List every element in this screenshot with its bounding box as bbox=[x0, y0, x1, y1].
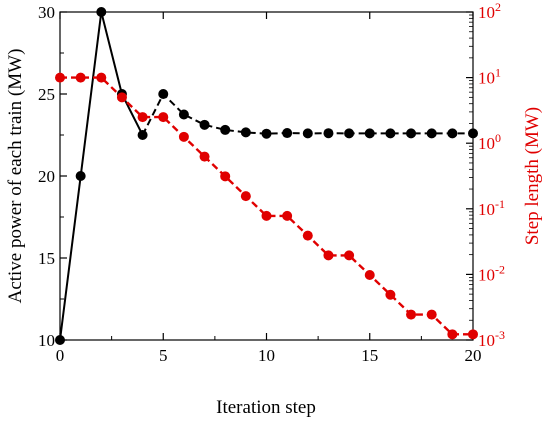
x-tick-label: 0 bbox=[56, 346, 65, 365]
step-length-point bbox=[406, 309, 417, 320]
active-power-point bbox=[302, 128, 313, 139]
y-right-tick-label: 10-1 bbox=[478, 197, 505, 219]
active-power-point bbox=[158, 89, 169, 99]
active-power-point bbox=[282, 128, 293, 139]
y-right-tick-label: 10-3 bbox=[478, 328, 505, 350]
step-length-point bbox=[468, 329, 478, 340]
active-power-point bbox=[240, 127, 251, 138]
series-layer bbox=[55, 7, 478, 345]
y-right-tick-label: 102 bbox=[478, 0, 501, 22]
active-power-point bbox=[220, 124, 231, 135]
y-left-tick-label: 25 bbox=[38, 85, 55, 104]
y-axis-right-label: Step length (MW) bbox=[522, 107, 543, 245]
active-power-point bbox=[75, 171, 86, 181]
active-power-point bbox=[323, 128, 334, 139]
active-power-point bbox=[199, 119, 210, 130]
y-left-tick-label: 30 bbox=[38, 3, 55, 22]
active-power-point bbox=[137, 130, 148, 140]
tick-labels-layer: 0 5 10 15 20 10 15 20 25 30 10-3 10-2 10-1 100 101 102 bbox=[38, 0, 505, 365]
active-power-point bbox=[385, 128, 396, 139]
active-power-point bbox=[426, 128, 437, 139]
active-power-point bbox=[344, 128, 355, 139]
plot-frame bbox=[59, 11, 474, 341]
step-length-point bbox=[344, 250, 355, 261]
active-power-point bbox=[96, 7, 107, 17]
step-length-point bbox=[240, 191, 251, 202]
active-power-point bbox=[261, 128, 272, 139]
step-length-point bbox=[116, 92, 127, 103]
y-right-tick-label: 101 bbox=[478, 66, 501, 88]
step-length-point bbox=[178, 131, 189, 142]
step-length-point bbox=[323, 250, 334, 261]
y-left-tick-label: 20 bbox=[38, 167, 55, 186]
ticks-layer bbox=[59, 11, 474, 341]
active-power-point bbox=[178, 109, 189, 120]
y-right-tick-label: 10-2 bbox=[478, 262, 505, 284]
x-axis-label: Iteration step bbox=[216, 397, 316, 418]
step-length-point bbox=[261, 210, 272, 221]
y-left-tick-label: 10 bbox=[38, 331, 55, 350]
step-length-point bbox=[55, 72, 65, 83]
step-length-point bbox=[364, 269, 375, 280]
x-tick-label: 10 bbox=[258, 346, 275, 365]
active-power-point bbox=[55, 335, 65, 345]
y-left-tick-label: 15 bbox=[38, 249, 55, 268]
y-axis-left-label: Active power of each train (MW) bbox=[5, 49, 26, 304]
active-power-line bbox=[100, 11, 144, 136]
step-length-point bbox=[282, 210, 293, 221]
step-length-point bbox=[96, 72, 107, 83]
step-length-point bbox=[385, 289, 396, 300]
active-power-point bbox=[447, 128, 458, 139]
x-tick-label: 20 bbox=[465, 346, 482, 365]
step-length-point bbox=[302, 230, 313, 241]
x-tick-label: 15 bbox=[361, 346, 378, 365]
step-length-point bbox=[137, 112, 148, 123]
active-power-point bbox=[364, 128, 375, 139]
y-right-tick-label: 100 bbox=[478, 131, 501, 153]
active-power-point bbox=[406, 128, 417, 139]
step-length-point bbox=[426, 309, 437, 320]
step-length-point bbox=[75, 72, 86, 83]
step-length-point bbox=[447, 329, 458, 340]
step-length-line bbox=[60, 76, 473, 336]
x-tick-label: 5 bbox=[159, 346, 168, 365]
active-power-point bbox=[468, 128, 478, 139]
step-length-point bbox=[158, 112, 169, 123]
step-length-point bbox=[220, 171, 231, 182]
step-length-point bbox=[199, 151, 210, 162]
